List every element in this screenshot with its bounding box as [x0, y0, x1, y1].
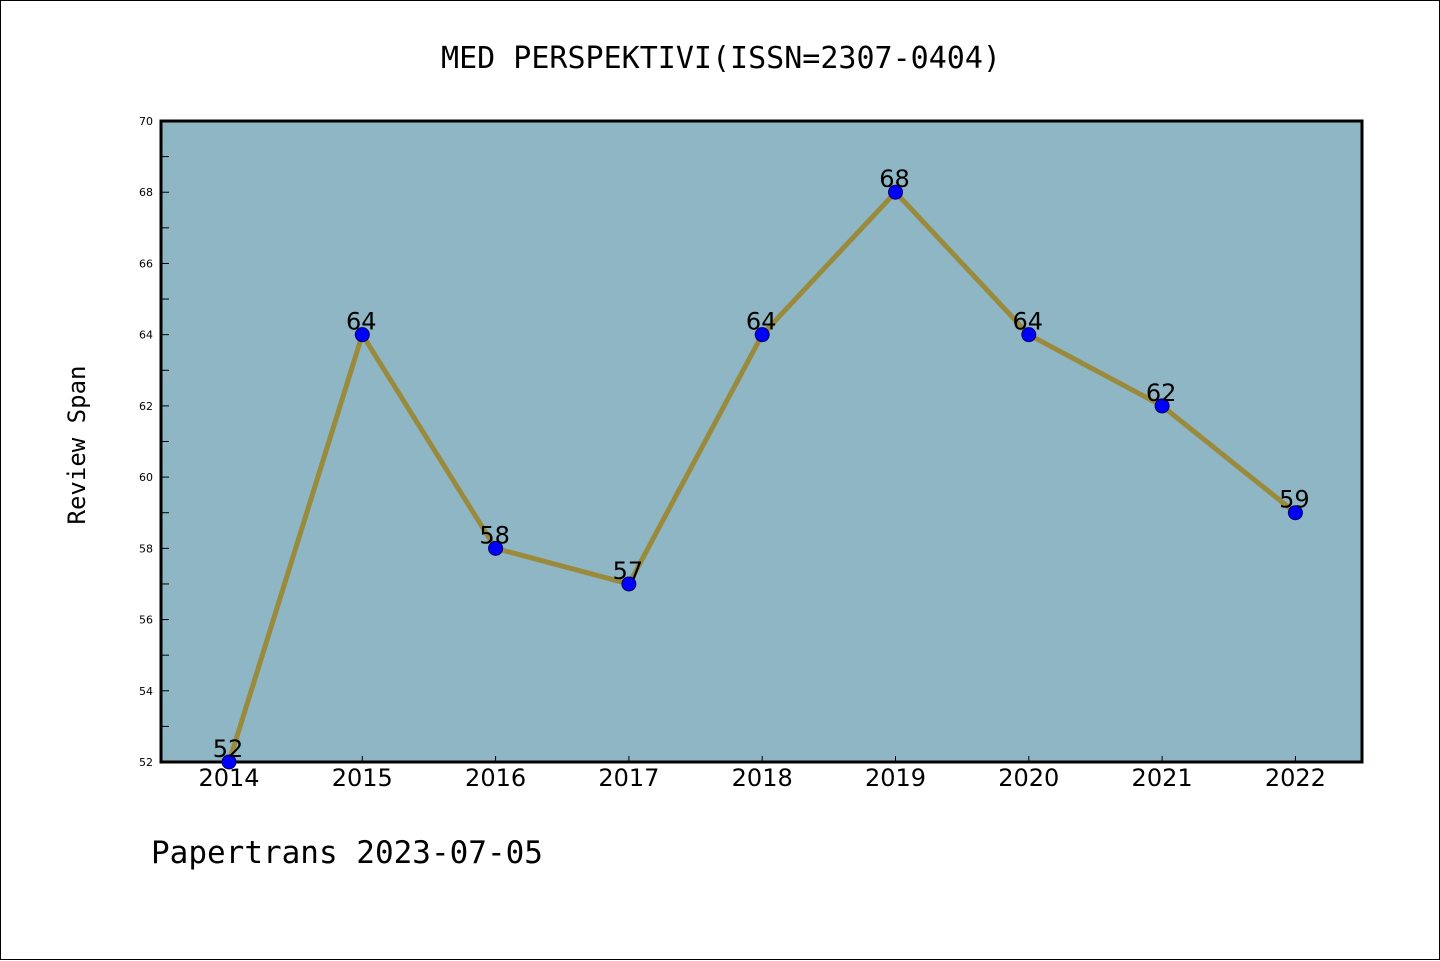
data-point [221, 754, 237, 770]
x-tick-label: 2016 [465, 764, 526, 792]
data-point [488, 540, 504, 556]
data-point [1021, 327, 1037, 343]
data-label: 58 [479, 521, 510, 549]
data-point [354, 327, 370, 343]
series-review-span [221, 184, 1303, 770]
data-point [1154, 398, 1170, 414]
data-label: 52 [213, 735, 244, 763]
data-label: 59 [1279, 486, 1310, 514]
data-label: 64 [346, 308, 377, 336]
y-tick-label: 54 [139, 685, 153, 698]
y-tick-label: 70 [139, 115, 153, 128]
y-tick-label: 64 [139, 329, 153, 342]
plot-area [159, 119, 1364, 764]
y-tick-label: 58 [139, 542, 153, 555]
y-tick-label: 52 [139, 756, 153, 769]
data-label: 57 [613, 557, 644, 585]
data-point [1287, 505, 1303, 521]
y-axis: 52 54 56 58 60 62 64 66 68 70 [139, 115, 169, 769]
data-point [754, 327, 770, 343]
data-label: 68 [879, 165, 910, 193]
chart-title: MED PERSPEKTIVI(ISSN=2307-0404) [441, 41, 1001, 76]
y-tick-label: 62 [139, 400, 153, 413]
x-tick-label: 2018 [732, 764, 793, 792]
x-tick-label: 2020 [998, 764, 1059, 792]
y-tick-label: 68 [139, 186, 153, 199]
x-tick-label: 2015 [332, 764, 393, 792]
data-label: 62 [1146, 379, 1177, 407]
y-axis-label: Review Span [63, 366, 91, 525]
x-tick-label: 2021 [1132, 764, 1193, 792]
footer-text: Papertrans 2023-07-05 [151, 835, 543, 871]
data-label: 64 [1013, 308, 1044, 336]
data-point [888, 184, 903, 200]
x-tick-label: 2017 [598, 764, 659, 792]
y-tick-label: 60 [139, 471, 153, 484]
y-tick-label: 56 [139, 614, 153, 627]
data-point [621, 576, 637, 592]
data-labels: 52 64 58 57 64 68 64 62 59 [213, 165, 1310, 763]
data-label: 64 [746, 308, 777, 336]
x-tick-label: 2022 [1265, 764, 1326, 792]
y-tick-label: 66 [139, 257, 153, 270]
x-tick-label: 2019 [865, 764, 926, 792]
